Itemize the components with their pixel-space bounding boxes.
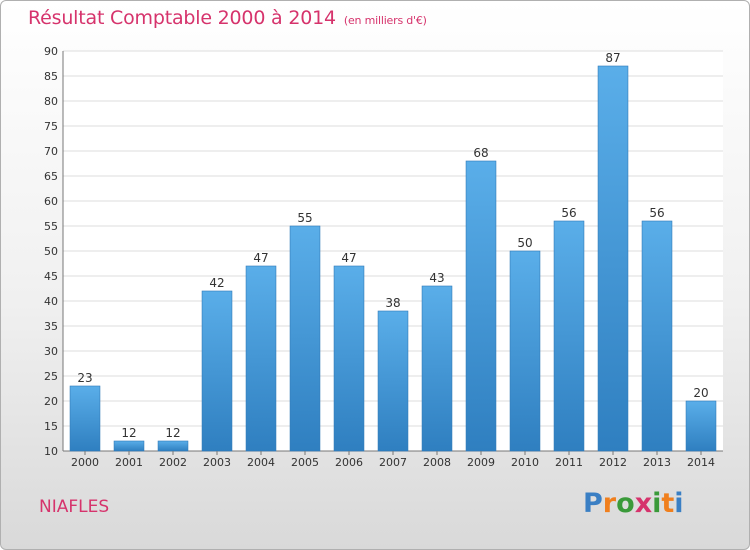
x-tick-label: 2002: [159, 456, 187, 469]
chart-subtitle: (en milliers d'€): [343, 14, 427, 27]
bar: [553, 220, 585, 452]
data-label: 56: [561, 206, 576, 220]
data-label: 42: [209, 276, 224, 290]
commune-name: NIAFLES: [39, 497, 110, 517]
data-label: 68: [473, 146, 488, 160]
logo-letter: x: [634, 488, 653, 519]
x-tick-label: 2001: [115, 456, 143, 469]
bar: [333, 265, 365, 452]
x-tick-label: 2007: [379, 456, 407, 469]
chart-title: Résultat Comptable 2000 à 2014 (en millie…: [28, 7, 427, 29]
logo-letter: o: [616, 488, 635, 519]
bar: [509, 250, 541, 452]
y-tick-label: 20: [44, 395, 58, 408]
y-tick-label: 50: [44, 245, 58, 258]
data-label: 12: [165, 426, 180, 440]
data-label: 56: [649, 206, 664, 220]
x-tick-label: 2010: [511, 456, 539, 469]
data-label: 23: [77, 371, 92, 385]
x-tick-label: 2012: [599, 456, 627, 469]
data-label: 43: [429, 271, 444, 285]
y-tick-label: 65: [44, 170, 58, 183]
data-label: 20: [693, 386, 708, 400]
x-tick-label: 2004: [247, 456, 275, 469]
y-tick-label: 35: [44, 320, 58, 333]
y-tick-label: 15: [44, 420, 58, 433]
bar: [465, 160, 497, 452]
y-tick-label: 75: [44, 120, 58, 133]
chart-title-text: Résultat Comptable 2000 à 2014: [28, 7, 336, 29]
data-label: 12: [121, 426, 136, 440]
bar: [113, 440, 145, 452]
logo-letter: i: [674, 488, 684, 519]
x-tick-label: 2009: [467, 456, 495, 469]
data-label: 47: [253, 251, 268, 265]
data-label: 47: [341, 251, 356, 265]
data-label: 87: [605, 51, 620, 65]
bar: [289, 225, 321, 452]
bar: [157, 440, 189, 452]
proxiti-logo: Proxiti: [583, 488, 684, 519]
x-tick-label: 2014: [687, 456, 715, 469]
y-tick-label: 70: [44, 145, 58, 158]
y-tick-label: 30: [44, 345, 58, 358]
y-tick-label: 85: [44, 70, 58, 83]
data-label: 50: [517, 236, 532, 250]
data-label: 55: [297, 211, 312, 225]
x-tick-label: 2008: [423, 456, 451, 469]
data-label: 38: [385, 296, 400, 310]
bar: [421, 285, 453, 452]
y-tick-label: 40: [44, 295, 58, 308]
bar: [597, 65, 629, 452]
y-tick-label: 45: [44, 270, 58, 283]
y-tick-label: 10: [44, 445, 58, 458]
x-tick-label: 2013: [643, 456, 671, 469]
y-tick-label: 60: [44, 195, 58, 208]
bar: [685, 400, 717, 452]
bar: [377, 310, 409, 452]
bar: [69, 385, 101, 452]
y-tick-label: 80: [44, 95, 58, 108]
logo-letter: P: [583, 488, 603, 519]
bar: [201, 290, 233, 452]
bar: [245, 265, 277, 452]
bar: [641, 220, 673, 452]
logo-letter: r: [602, 488, 617, 519]
y-tick-label: 90: [44, 45, 58, 58]
x-tick-label: 2011: [555, 456, 583, 469]
x-tick-label: 2000: [71, 456, 99, 469]
x-tick-label: 2005: [291, 456, 319, 469]
x-tick-label: 2003: [203, 456, 231, 469]
x-tick-label: 2006: [335, 456, 363, 469]
y-tick-label: 55: [44, 220, 58, 233]
logo-letter: t: [661, 488, 675, 519]
logo-letter: i: [652, 488, 662, 519]
y-tick-label: 25: [44, 370, 58, 383]
